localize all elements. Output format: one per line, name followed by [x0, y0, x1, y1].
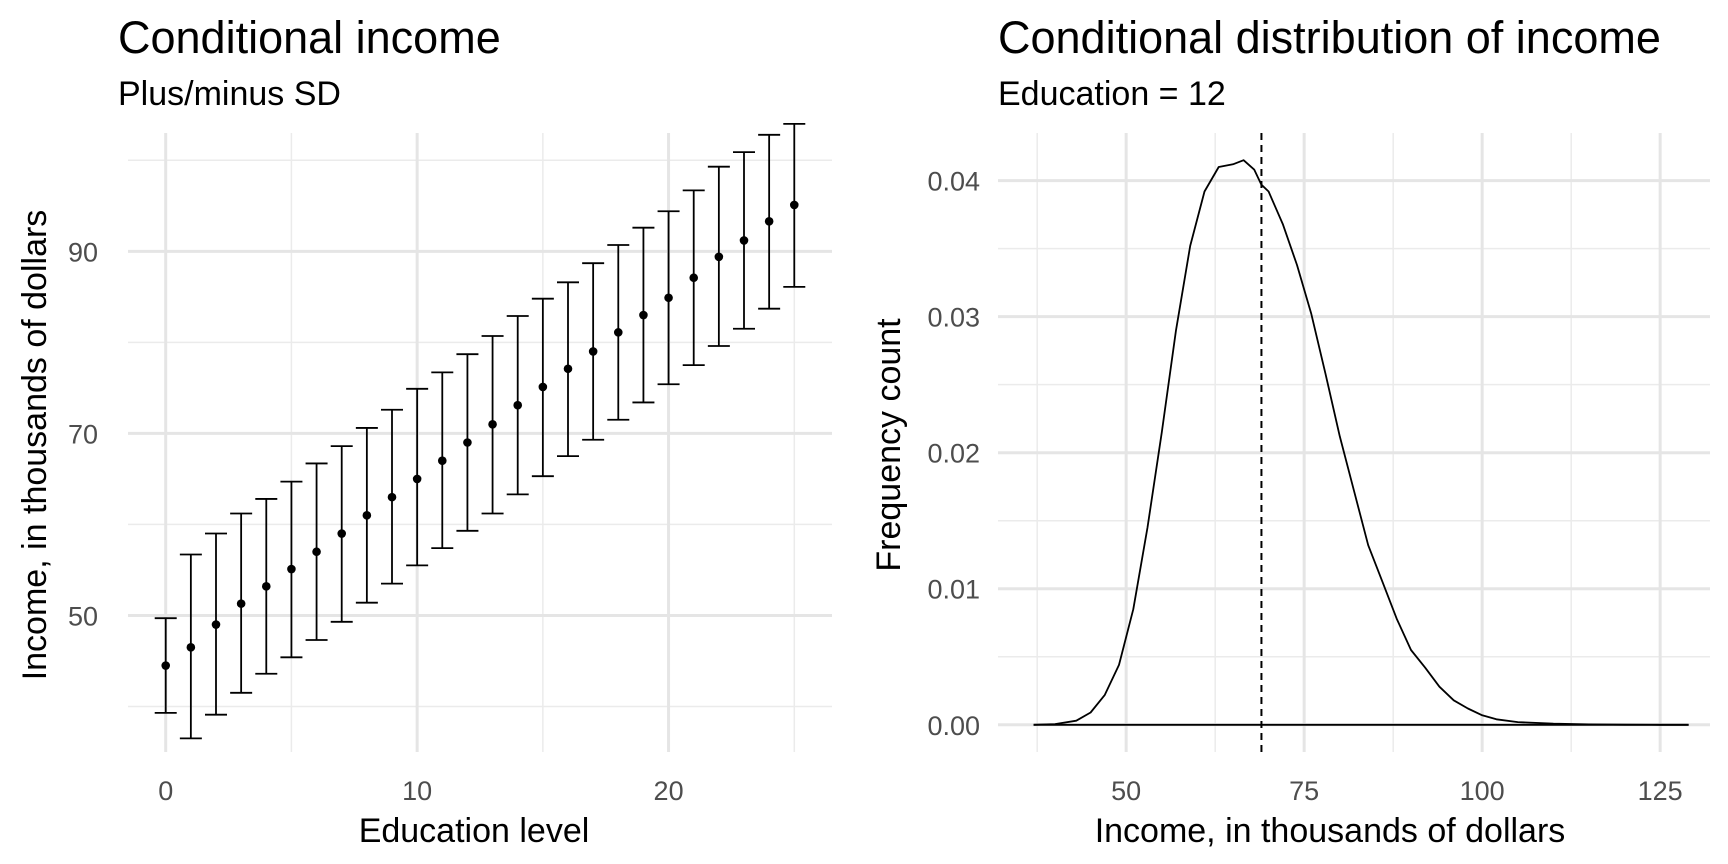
left-grid: [128, 133, 832, 752]
income-distribution-panel: Conditional distribution of income Educa…: [870, 12, 1710, 850]
mean-point: [287, 564, 296, 574]
mean-point: [789, 200, 799, 210]
mean-point: [337, 529, 347, 538]
mean-point: [186, 643, 196, 652]
mean-point: [412, 474, 422, 484]
right-chart-title: Conditional distribution of income: [998, 12, 1661, 63]
x-tick-label: 10: [402, 776, 432, 806]
mean-point: [463, 438, 472, 447]
right-grid: [998, 133, 1710, 752]
mean-point: [437, 456, 447, 466]
x-tick-label: 0: [158, 776, 173, 806]
left-chart-subtitle: Plus/minus SD: [118, 75, 341, 113]
left-tick-labels: 0 10 20 50 70 90: [68, 237, 684, 806]
mean-point: [563, 364, 573, 374]
y-tick-label: 70: [68, 419, 98, 449]
y-tick-label: 0.01: [927, 575, 980, 605]
x-tick-label: 20: [654, 776, 684, 806]
mean-point: [714, 252, 724, 262]
x-tick-label: 125: [1638, 776, 1683, 806]
mean-point: [513, 400, 523, 410]
right-chart-subtitle: Education = 12: [998, 75, 1226, 113]
mean-point: [362, 511, 372, 520]
y-tick-label: 0.04: [927, 167, 980, 197]
mean-point: [689, 273, 699, 283]
x-tick-label: 50: [1111, 776, 1141, 806]
right-density: [1033, 133, 1689, 752]
y-tick-label: 0.02: [927, 439, 980, 469]
mean-point: [664, 293, 673, 303]
y-tick-label: 50: [68, 601, 98, 631]
mean-point: [639, 310, 648, 320]
mean-point: [588, 347, 598, 356]
conditional-income-panel: Conditional income Plus/minus SD 0 10 20 50…: [16, 12, 832, 850]
mean-point: [261, 582, 271, 591]
left-x-axis-title: Education level: [359, 812, 590, 850]
y-tick-label: 0.00: [927, 711, 980, 741]
mean-point: [538, 382, 548, 392]
x-tick-label: 75: [1289, 776, 1319, 806]
left-errorbars: [154, 122, 806, 740]
mean-point: [764, 216, 774, 226]
y-tick-label: 0.03: [927, 303, 980, 333]
mean-point: [739, 236, 749, 245]
mean-point: [211, 620, 221, 629]
mean-point: [312, 547, 321, 557]
mean-point: [488, 419, 497, 429]
x-tick-label: 100: [1460, 776, 1505, 806]
mean-point: [161, 661, 171, 670]
right-x-axis-title: Income, in thousands of dollars: [1095, 812, 1566, 850]
mean-point: [613, 328, 623, 337]
right-tick-labels: 50 75 100 125 0.00 0.01 0.02 0.03 0.04: [927, 167, 1682, 806]
mean-point: [236, 599, 246, 608]
left-y-axis-title: Income, in thousands of dollars: [16, 210, 54, 681]
right-y-axis-title: Frequency count: [870, 318, 908, 572]
y-tick-label: 90: [68, 237, 98, 267]
density-curve: [1033, 159, 1689, 726]
mean-point: [387, 492, 397, 502]
left-chart-title: Conditional income: [118, 12, 501, 63]
